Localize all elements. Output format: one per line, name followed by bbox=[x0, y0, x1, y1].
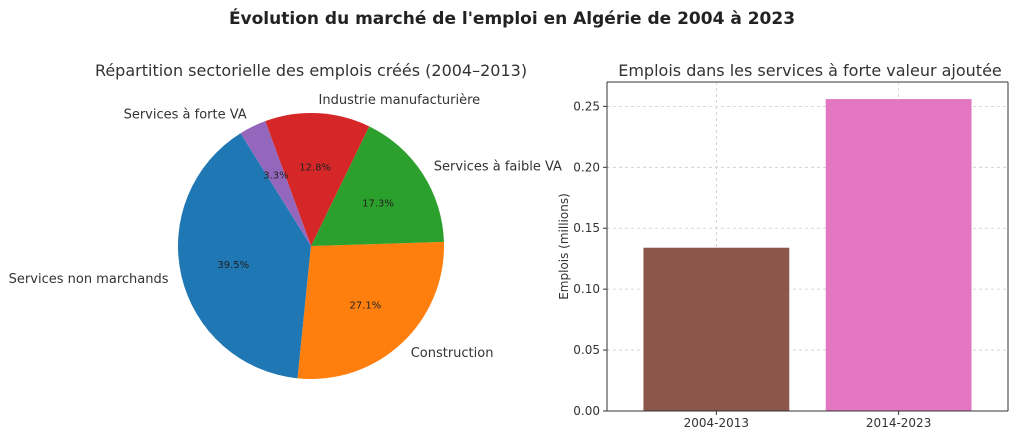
y-tick-label: 0.00 bbox=[573, 404, 600, 418]
pie-slice bbox=[177, 133, 311, 379]
pie-slice-label: Services à faible VA bbox=[434, 160, 562, 175]
pie-slice-label: Services non marchands bbox=[9, 272, 169, 287]
pie-percent-label: 27.1% bbox=[350, 300, 382, 311]
pie-slice bbox=[297, 241, 445, 380]
pie-percent-label: 3.3% bbox=[263, 170, 288, 181]
x-tick-label: 2004-2013 bbox=[684, 416, 749, 430]
bar-chart: Emplois dans les services à forte valeur… bbox=[557, 61, 1009, 430]
y-tick-label: 0.15 bbox=[573, 221, 600, 235]
pie-slices bbox=[177, 113, 445, 380]
y-tick-label: 0.10 bbox=[573, 282, 600, 296]
pie-chart: Répartition sectorielle des emplois créé… bbox=[9, 61, 562, 380]
bar bbox=[643, 247, 790, 411]
pie-percent-label: 17.3% bbox=[362, 199, 394, 210]
pie-slice-label: Construction bbox=[411, 346, 494, 361]
pie-slice bbox=[311, 126, 444, 246]
figure-title: Évolution du marché de l'emploi en Algér… bbox=[229, 7, 795, 29]
pie-slice-label: Services à forte VA bbox=[124, 108, 247, 123]
bar-ticks: 0.00 0.05 0.10 0.15 0.20 0.25 2004-2013 2014-20… bbox=[573, 99, 931, 430]
y-tick-label: 0.25 bbox=[573, 99, 600, 113]
pie-slice-label: Industrie manufacturière bbox=[319, 93, 481, 108]
bar-axes bbox=[603, 81, 1009, 415]
y-tick-label: 0.05 bbox=[573, 343, 600, 357]
pie-percent-label: 39.5% bbox=[217, 260, 249, 271]
bar bbox=[825, 99, 972, 411]
pie-title: Répartition sectorielle des emplois créé… bbox=[95, 61, 527, 80]
bar-bars bbox=[643, 99, 972, 411]
bar-title: Emplois dans les services à forte valeur… bbox=[618, 61, 1002, 80]
bar-y-axis-label: Emplois (millions) bbox=[557, 193, 571, 300]
pie-labels: 39.5% Services non marchands 27.1% Construc… bbox=[9, 93, 562, 361]
pie-slice bbox=[265, 113, 370, 246]
y-tick-label: 0.20 bbox=[573, 160, 600, 174]
x-tick-label: 2014-2023 bbox=[866, 416, 931, 430]
pie-percent-label: 12.8% bbox=[299, 162, 331, 173]
pie-slice bbox=[240, 121, 311, 246]
